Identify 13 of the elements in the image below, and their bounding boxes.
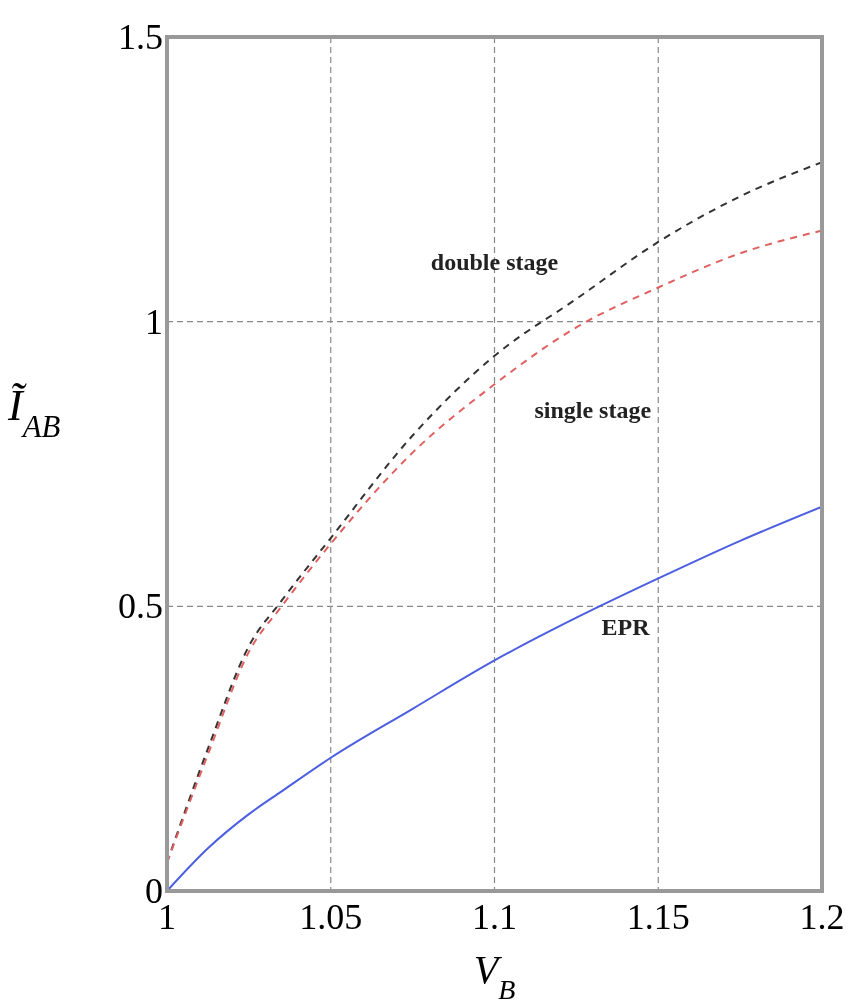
series-label: EPR (601, 613, 651, 640)
x-tick-label: 1.1 (472, 897, 517, 937)
series-label: double stage (430, 249, 559, 276)
y-tick-label: 1.5 (118, 17, 163, 57)
series-label: single stage (534, 397, 652, 424)
y-tick-label: 1 (145, 301, 163, 342)
x-tick-label: 1.05 (299, 897, 363, 937)
y-axis-title: Ĩ$_{AB}$ (7, 381, 61, 444)
x-axis-title: V$_{B}$ (473, 947, 516, 1004)
x-tick-label: 1.2 (799, 897, 845, 937)
x-tick-label: 1.15 (626, 897, 690, 937)
y-tick-label: 0.5 (118, 586, 163, 627)
line-series (166, 505, 823, 892)
